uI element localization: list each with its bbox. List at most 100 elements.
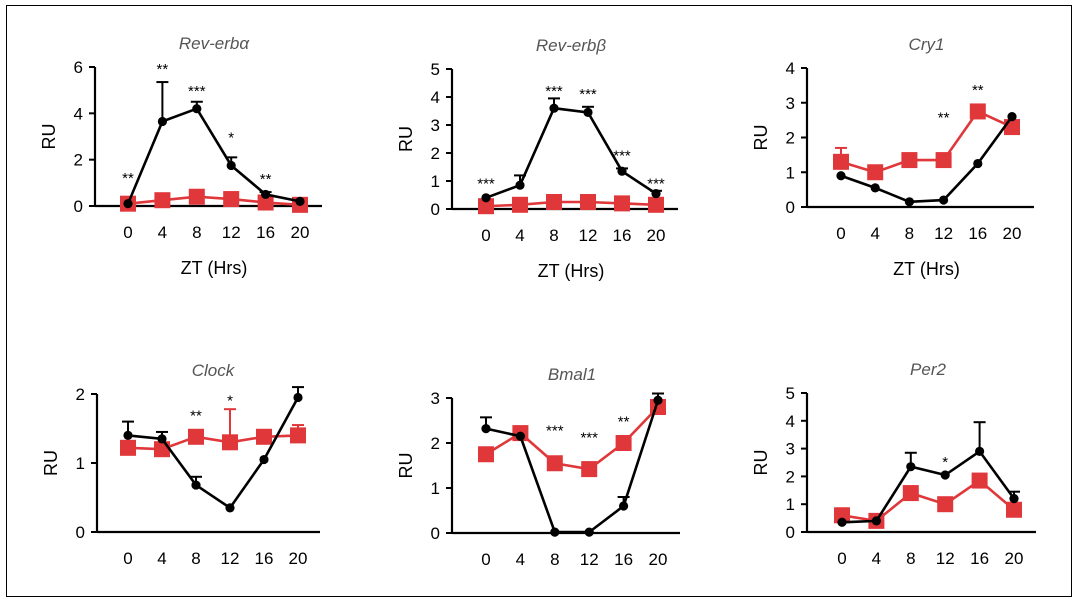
x-tick-label: 16 — [256, 223, 275, 242]
data-point — [939, 195, 949, 205]
significance-mark: *** — [188, 83, 206, 100]
x-tick-label: 12 — [934, 224, 953, 243]
data-point — [870, 183, 880, 193]
x-axis-label: ZT (Hrs) — [181, 258, 248, 278]
data-point — [973, 158, 983, 169]
x-axis-label: ZT (Hrs) — [538, 261, 605, 281]
data-point — [120, 439, 136, 456]
x-tick-label: 20 — [1003, 224, 1022, 243]
data-point — [836, 171, 846, 181]
x-tick-label: 12 — [580, 550, 599, 569]
significance-mark: * — [228, 130, 234, 147]
y-tick-label: 5 — [431, 60, 440, 79]
x-tick-label: 8 — [191, 549, 200, 568]
x-tick-label: 8 — [192, 223, 201, 242]
data-point — [515, 431, 526, 441]
x-tick-label: 4 — [158, 223, 167, 242]
data-point — [580, 194, 596, 210]
data-point — [123, 430, 133, 440]
data-point — [481, 424, 491, 434]
y-tick-label: 1 — [76, 454, 85, 473]
series-line — [485, 399, 660, 534]
x-tick-label: 8 — [905, 224, 914, 243]
data-point — [937, 496, 954, 513]
significance-mark: * — [227, 393, 233, 410]
y-tick-label: 2 — [786, 129, 795, 148]
significance-mark: ** — [260, 171, 272, 188]
x-tick-label: 0 — [481, 550, 490, 569]
data-point — [1006, 501, 1022, 518]
y-tick-label: 3 — [786, 94, 795, 113]
series-black — [122, 386, 304, 513]
data-point — [833, 153, 849, 170]
data-point — [222, 434, 238, 451]
x-tick-label: 12 — [579, 226, 598, 245]
data-point — [293, 392, 303, 403]
x-tick-label: 8 — [550, 550, 559, 569]
x-tick-label: 0 — [836, 224, 845, 243]
data-point — [867, 164, 884, 181]
x-tick-label: 16 — [613, 226, 632, 245]
data-point — [154, 441, 170, 458]
x-tick-label: 0 — [837, 549, 846, 568]
x-tick-label: 4 — [870, 224, 879, 243]
data-point — [648, 196, 664, 213]
data-point — [975, 446, 985, 456]
data-point — [901, 152, 918, 169]
significance-mark: *** — [580, 429, 598, 446]
y-tick-label: 2 — [431, 144, 440, 163]
data-point — [971, 472, 988, 489]
data-point — [619, 501, 629, 511]
x-tick-label: 12 — [222, 223, 241, 242]
data-point — [188, 188, 205, 205]
data-point — [259, 454, 269, 465]
x-tick-label: 4 — [515, 226, 524, 245]
x-tick-label: 20 — [289, 549, 308, 568]
data-point — [515, 180, 525, 190]
data-point — [583, 107, 593, 117]
significance-mark: * — [942, 454, 948, 471]
data-point — [256, 428, 272, 445]
x-tick-label: 4 — [157, 549, 166, 568]
panel-title: Rev-erbα — [179, 34, 250, 53]
panel-title: Cry1 — [909, 35, 945, 54]
x-tick-label: 4 — [516, 550, 525, 569]
data-point — [478, 198, 494, 215]
y-tick-label: 5 — [786, 384, 795, 403]
y-tick-label: 0 — [76, 523, 85, 542]
series-red — [833, 103, 1020, 181]
data-point — [615, 435, 632, 451]
data-point — [902, 485, 919, 502]
y-tick-label: 0 — [431, 200, 440, 219]
y-tick-label: 3 — [786, 440, 795, 459]
data-point — [1007, 112, 1017, 122]
series-line — [127, 195, 301, 207]
significance-mark: *** — [579, 86, 597, 103]
x-tick-label: 0 — [123, 549, 132, 568]
y-tick-label: 4 — [74, 104, 83, 123]
y-tick-label: 1 — [431, 479, 440, 498]
x-tick-label: 16 — [255, 549, 274, 568]
data-point — [188, 428, 204, 445]
x-tick-label: 16 — [970, 549, 989, 568]
x-tick-label: 20 — [291, 223, 310, 242]
data-point — [653, 395, 663, 405]
data-point — [837, 517, 847, 527]
data-point — [617, 166, 627, 176]
data-point — [223, 191, 240, 208]
y-tick-label: 6 — [74, 58, 83, 77]
data-point — [481, 193, 491, 203]
significance-mark: *** — [477, 175, 495, 192]
y-tick-label: 1 — [786, 163, 795, 182]
series-line — [840, 115, 1014, 204]
data-point — [940, 470, 950, 480]
data-point — [478, 446, 494, 463]
y-tick-label: 0 — [74, 197, 83, 216]
panel-title: Rev-erbβ — [536, 36, 606, 55]
y-tick-label: 1 — [431, 172, 440, 191]
